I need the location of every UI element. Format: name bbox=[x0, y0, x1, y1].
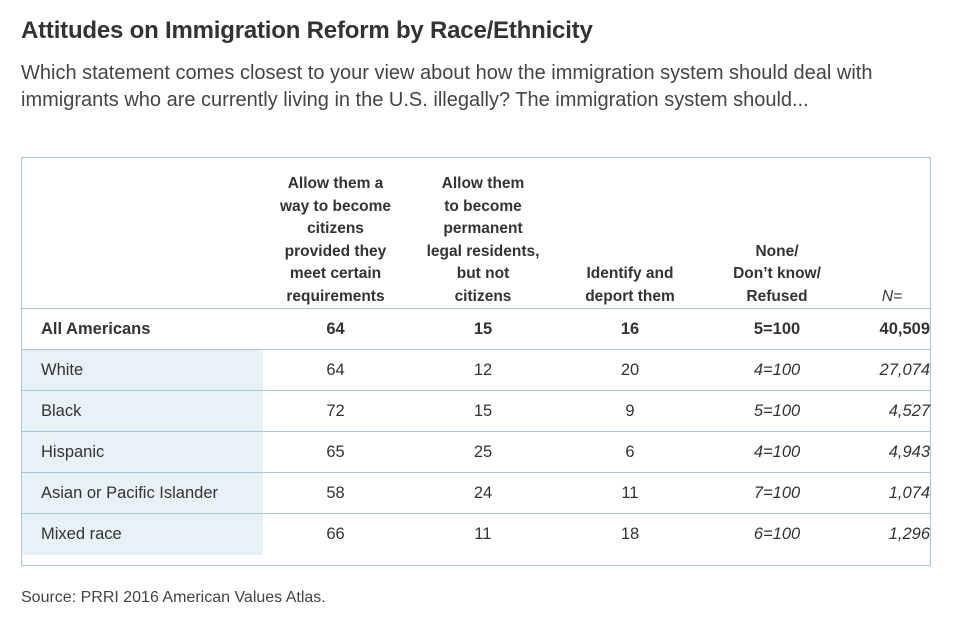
table-cell: 6 bbox=[625, 443, 635, 461]
chart-title: Attitudes on Immigration Reform by Race/… bbox=[21, 17, 593, 44]
col-header-line: to become bbox=[444, 197, 522, 215]
row-divider bbox=[22, 349, 930, 350]
row-label-shade bbox=[22, 514, 263, 555]
col-header-line: way to become bbox=[279, 197, 392, 215]
table-cell: 4,527 bbox=[888, 402, 930, 420]
table-cell: 40,509 bbox=[879, 320, 930, 338]
row-label-shade bbox=[22, 350, 263, 391]
table-cell: 11 bbox=[621, 484, 639, 502]
table-cell: 16 bbox=[620, 320, 640, 338]
col-header-line: provided they bbox=[284, 242, 387, 260]
col-header-line: citizens bbox=[307, 220, 364, 237]
source-note: Source: PRRI 2016 American Values Atlas. bbox=[21, 589, 326, 606]
col-header-line: meet certain bbox=[289, 265, 382, 282]
table-cell: 15 bbox=[473, 320, 493, 338]
col-header-deport: Identify and deport them bbox=[558, 263, 702, 308]
chart-subtitle: Which statement comes closest to your vi… bbox=[21, 62, 873, 111]
table-frame: Allow them a way to become citizens provide… bbox=[21, 157, 931, 566]
table-cell: 6=100 bbox=[753, 525, 801, 543]
table-cell: 12 bbox=[473, 361, 493, 379]
table-row: Mixed race 66 11 18 6=100 1,296 bbox=[22, 514, 930, 555]
table-cell: 5=100 bbox=[753, 402, 801, 420]
table-cell: 64 bbox=[326, 320, 345, 338]
table-cell: 64 bbox=[326, 361, 345, 379]
table-row: Hispanic 65 25 6 4=100 4,943 bbox=[22, 432, 930, 473]
col-header-line: Don’t know/ bbox=[733, 265, 821, 282]
header-row: Allow them a way to become citizens provide… bbox=[22, 158, 930, 308]
table-cell: 4=100 bbox=[753, 361, 801, 379]
col-header-line: requirements bbox=[286, 287, 385, 305]
col-header-citizenship: Allow them a way to become citizens provide… bbox=[263, 173, 408, 308]
table-cell: 11 bbox=[474, 525, 492, 543]
header-divider bbox=[22, 308, 930, 309]
table-cell: 4=100 bbox=[753, 443, 801, 461]
row-label: Mixed race bbox=[41, 525, 122, 543]
table-cell: 1,074 bbox=[888, 484, 930, 502]
table-cell: 18 bbox=[620, 525, 640, 543]
table-cell: 25 bbox=[473, 443, 493, 461]
table-row: White 64 12 20 4=100 27,074 bbox=[22, 350, 930, 391]
row-label: Hispanic bbox=[41, 443, 105, 461]
row-label: White bbox=[41, 361, 84, 379]
table-cell: 65 bbox=[326, 443, 345, 461]
col-header-line: Refused bbox=[746, 287, 808, 305]
table-cell: 7=100 bbox=[753, 484, 801, 502]
col-header-n: N= bbox=[852, 286, 932, 309]
col-header-line: but not bbox=[456, 265, 510, 282]
row-divider bbox=[22, 513, 930, 514]
col-header-line: citizens bbox=[454, 287, 512, 305]
row-label-shade bbox=[22, 473, 263, 514]
table-cell: 58 bbox=[326, 484, 345, 502]
row-label: Black bbox=[41, 402, 82, 420]
row-label: Asian or Pacific Islander bbox=[41, 484, 218, 502]
table-cell: 1,296 bbox=[888, 525, 930, 543]
col-header-line: deport them bbox=[585, 287, 675, 305]
col-header-line: permanent bbox=[443, 220, 523, 237]
table-cell: 5=100 bbox=[753, 320, 801, 338]
table-cell: 72 bbox=[326, 402, 345, 420]
table-cell: 4,943 bbox=[888, 443, 930, 461]
row-label-shade bbox=[22, 432, 263, 473]
col-header-legal-residents: Allow them to become permanent legal reside… bbox=[408, 173, 558, 308]
col-header-line: N= bbox=[881, 287, 903, 305]
col-header-line: Allow them bbox=[441, 175, 525, 192]
table-row-total: All Americans 64 15 16 5=100 40,509 bbox=[22, 309, 930, 350]
row-label-shade bbox=[22, 391, 263, 432]
col-header-none: None/Don’t know/Refused bbox=[702, 241, 852, 309]
table-cell: 15 bbox=[473, 402, 493, 420]
table-cell: 24 bbox=[473, 484, 493, 502]
table-cell: 20 bbox=[620, 361, 640, 379]
col-header-line: Identify and bbox=[586, 265, 674, 282]
table-row: Black 72 15 9 5=100 4,527 bbox=[22, 391, 930, 432]
table-cell: 9 bbox=[625, 402, 635, 420]
col-header-line: Allow them a bbox=[287, 175, 384, 192]
col-header-line: legal residents, bbox=[426, 242, 540, 260]
table-cell: 27,074 bbox=[879, 361, 930, 379]
col-header-line: None/ bbox=[755, 242, 799, 260]
row-divider bbox=[22, 431, 930, 432]
table-row: Asian or Pacific Islander 58 24 11 7=100 1,07… bbox=[22, 473, 930, 514]
row-divider bbox=[22, 472, 930, 473]
table-cell: 66 bbox=[326, 525, 345, 543]
row-divider bbox=[22, 390, 930, 391]
row-label: All Americans bbox=[41, 320, 151, 338]
